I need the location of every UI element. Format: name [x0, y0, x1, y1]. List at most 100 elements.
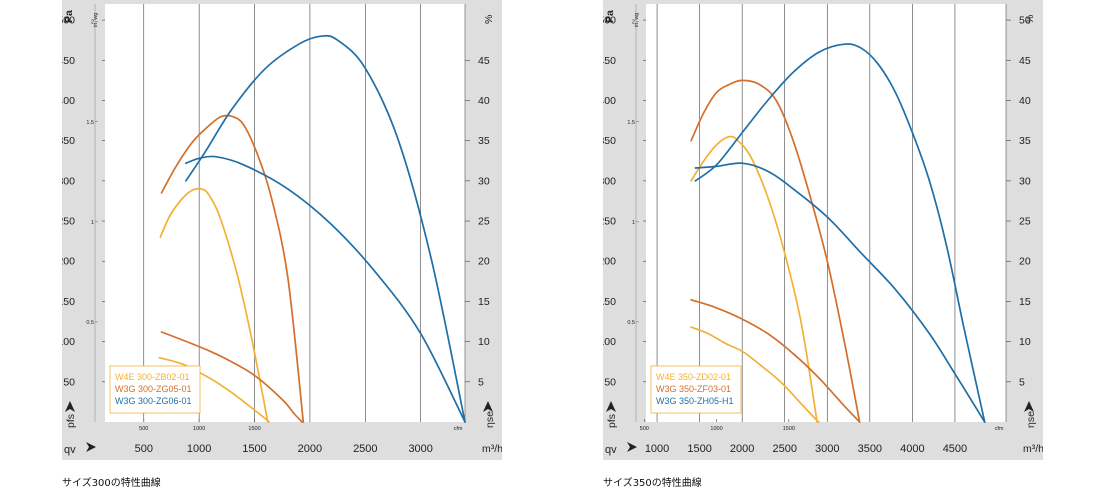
inwg-tick-label: 2: [632, 20, 635, 26]
series-line-efficiency-1: [159, 187, 269, 423]
series-line-pressure-0: [690, 326, 820, 423]
plot-area: [646, 4, 1006, 422]
inwg-tick-label: 1.5: [86, 120, 94, 126]
yr-tick-label: 15: [1019, 296, 1031, 308]
chart-caption-size300: サイズ300の特性曲線: [62, 478, 161, 489]
y-unit-label: Pa: [604, 10, 616, 23]
x-tick-label: 2000: [298, 443, 322, 455]
y-axis-arrow: [606, 401, 616, 412]
yr-tick-label: 15: [478, 296, 490, 308]
x-tick-label: 3500: [858, 443, 882, 455]
x-axis-arrow: [627, 442, 637, 452]
y-tick-label: 100: [603, 336, 616, 348]
y-tick-label: 400: [603, 95, 616, 107]
series-line-pressure-2: [690, 298, 861, 423]
yr-tick-label: 25: [478, 216, 490, 228]
yr-tick-label: 5: [1019, 376, 1025, 388]
yr-unit-label: %: [1024, 15, 1036, 24]
inwg-tick-label: 1.5: [627, 120, 635, 126]
chart-svg-size300: 5001000150020002500300050100150200250300…: [62, 0, 502, 460]
y-tick-label: 250: [62, 216, 75, 228]
x-tick-label: 4500: [943, 443, 967, 455]
cfm-tick-label: 1000: [193, 426, 205, 432]
inwg-tick-label: 0.5: [86, 320, 94, 326]
cfm-unit-label: cfm: [454, 426, 463, 432]
yr-axis-arrow: [483, 401, 493, 412]
yr-axis-arrow: [1024, 401, 1034, 412]
y-tick-label: 450: [62, 55, 75, 67]
cfm-tick-label: 1500: [248, 426, 260, 432]
series-line-efficiency-3: [160, 114, 305, 423]
inwg-tick-label: 2: [91, 20, 94, 26]
y-tick-label: 400: [62, 95, 75, 107]
yr-symbol: ηse: [1025, 411, 1037, 428]
x-tick-label: 3000: [408, 443, 432, 455]
series-line-efficiency-5: [185, 34, 466, 423]
y-symbol: pfs: [65, 414, 77, 428]
series-line-pressure-4: [185, 155, 466, 423]
legend-entry: W4E 300-ZB02-01: [115, 372, 190, 382]
y-tick-label: 50: [63, 376, 75, 388]
yr-tick-label: 30: [1019, 175, 1031, 187]
yr-tick-label: 20: [478, 256, 490, 268]
y-tick-label: 300: [62, 175, 75, 187]
legend-box: [650, 365, 742, 414]
x-tick-label: 1000: [187, 443, 211, 455]
yr-symbol: ηse: [484, 411, 496, 428]
yr-tick-label: 10: [478, 336, 490, 348]
x-unit-label: m³/h: [1023, 443, 1043, 455]
chart-panel-size300: 5001000150020002500300050100150200250300…: [62, 0, 502, 460]
x-tick-label: 1000: [645, 443, 669, 455]
yr-tick-label: 35: [1019, 135, 1031, 147]
y-tick-label: 150: [62, 296, 75, 308]
yr-tick-label: 50: [1019, 15, 1031, 27]
y-tick-label: 50: [604, 376, 616, 388]
legend-entry: W3G 350-ZF03-01: [656, 384, 731, 394]
cfm-tick-label: 1000: [710, 426, 722, 432]
cfm-unit-label: cfm: [995, 426, 1004, 432]
series-line-pressure-0: [158, 356, 270, 423]
legend-box: [109, 365, 201, 414]
y-tick-label: 350: [62, 135, 75, 147]
series-line-efficiency-5: [694, 43, 986, 423]
y-tick-label: 450: [603, 55, 616, 67]
x-tick-label: 3000: [815, 443, 839, 455]
inwg-unit-label: in. wg: [634, 13, 640, 27]
x-tick-label: 500: [135, 443, 153, 455]
yr-unit-label: %: [483, 15, 495, 24]
inwg-unit-label: in. wg: [93, 13, 99, 27]
x-symbol: qv: [605, 444, 617, 456]
inwg-tick-label: 1: [632, 220, 635, 226]
chart-svg-size350: 1000150020002500300035004000450050100150…: [603, 0, 1043, 460]
yr-tick-label: 45: [478, 55, 490, 67]
cfm-tick-label: 500: [139, 426, 148, 432]
legend-entry: W3G 350-ZH05-H1: [656, 396, 734, 406]
cfm-tick-label: 1500: [783, 426, 795, 432]
x-tick-label: 4000: [900, 443, 924, 455]
y-tick-label: 250: [603, 216, 616, 228]
y-tick-label: 500: [62, 15, 75, 27]
chart-caption-size350: サイズ350の特性曲線: [603, 478, 702, 489]
yr-tick-label: 20: [1019, 256, 1031, 268]
yr-tick-label: 10: [1019, 336, 1031, 348]
plot-area: [105, 4, 465, 422]
x-tick-label: 2500: [772, 443, 796, 455]
inwg-tick-label: 1: [91, 220, 94, 226]
series-line-efficiency-1: [690, 135, 818, 423]
y-tick-label: 500: [603, 15, 616, 27]
cfm-tick-label: 500: [640, 426, 649, 432]
y-unit-label: Pa: [63, 10, 75, 23]
x-axis-arrow: [86, 442, 96, 452]
y-tick-label: 350: [603, 135, 616, 147]
yr-tick-label: 35: [478, 135, 490, 147]
yr-tick-label: 40: [478, 95, 490, 107]
x-symbol: qv: [64, 444, 76, 456]
y-tick-label: 300: [603, 175, 616, 187]
y-symbol: pfs: [606, 414, 618, 428]
x-tick-label: 2000: [730, 443, 754, 455]
y-axis-arrow: [65, 401, 75, 412]
x-tick-label: 1500: [687, 443, 711, 455]
legend-entry: W3G 300-ZG05-01: [115, 384, 192, 394]
series-line-pressure-2: [160, 331, 304, 423]
y-tick-label: 150: [603, 296, 616, 308]
